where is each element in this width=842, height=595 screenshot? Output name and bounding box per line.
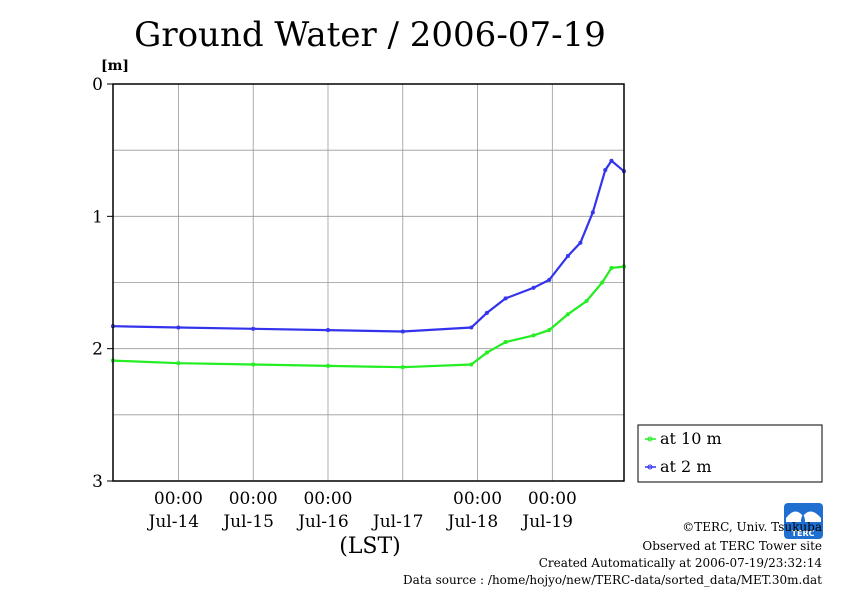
x-tick-label-day: Jul-16 <box>296 512 349 532</box>
y-tick-label: 2 <box>92 340 103 360</box>
data-point <box>484 310 489 315</box>
data-point <box>578 240 583 245</box>
y-axis: 0 1 2 3 <box>92 75 113 492</box>
logo-drop <box>801 514 805 526</box>
series-group <box>110 158 627 370</box>
data-point <box>503 296 508 301</box>
x-tick-label-time: 00:00 <box>229 489 278 509</box>
credit-source: Data source : /home/hojyo/new/TERC-data/… <box>403 573 822 587</box>
credit-created: Created Automatically at 2006-07-19/23:3… <box>539 556 823 570</box>
legend-label-2m: at 2 m <box>660 457 712 476</box>
credit-observed: Observed at TERC Tower site <box>642 539 822 553</box>
y-tick-label: 3 <box>92 472 103 492</box>
credit-copyright: ©TERC, Univ. Tsukuba <box>682 520 822 534</box>
terc-logo: TERC <box>784 503 823 539</box>
data-point <box>484 350 489 355</box>
data-point <box>600 280 605 285</box>
data-point <box>603 167 608 173</box>
x-tick-label-time: 00:00 <box>528 489 577 509</box>
logo-text: TERC <box>792 529 815 538</box>
data-point <box>584 298 589 304</box>
series-line <box>112 159 625 333</box>
data-point <box>609 158 614 163</box>
grid <box>113 83 624 482</box>
chart-title: Ground Water / 2006-07-19 <box>134 15 606 55</box>
x-tick-label-time: 00:00 <box>303 489 352 509</box>
data-point <box>400 329 405 334</box>
x-tick-label-day: Jul-14 <box>147 512 200 532</box>
data-point <box>251 362 256 367</box>
x-axis: 00:00 00:00 00:00 00:00 00:00 Jul-14 Jul-15 Jul… <box>147 489 577 532</box>
data-point <box>176 325 181 330</box>
legend-label-10m: at 10 m <box>660 429 722 448</box>
data-point <box>469 325 474 330</box>
y-axis-unit: [m] <box>101 58 129 74</box>
data-point <box>531 333 536 338</box>
series-line <box>112 265 625 369</box>
data-point <box>590 210 595 215</box>
data-point <box>400 365 405 370</box>
data-point <box>547 277 552 282</box>
series-at-2m <box>110 158 627 334</box>
legend-box <box>637 424 823 483</box>
y-tick-label: 0 <box>92 75 103 95</box>
data-point <box>176 361 181 366</box>
x-tick-label-day: Jul-15 <box>221 512 274 532</box>
x-tick-label-time: 00:00 <box>154 489 203 509</box>
legend: at 10 m at 2 m <box>637 424 823 483</box>
legend-marker-10m <box>647 436 653 442</box>
data-point <box>531 285 536 290</box>
legend-marker-2m <box>647 464 653 470</box>
data-point <box>251 326 256 331</box>
data-point <box>609 265 614 270</box>
y-tick-label: 1 <box>92 207 103 227</box>
plot-frame <box>112 83 625 482</box>
x-tick-label-time: 00:00 <box>453 489 502 509</box>
x-tick-label-day: Jul-19 <box>520 512 573 532</box>
data-point <box>547 328 552 333</box>
data-point <box>325 363 331 368</box>
x-axis-label: (LST) <box>339 534 401 559</box>
data-point <box>565 253 570 259</box>
data-point <box>469 362 474 367</box>
x-tick-label-day: Jul-18 <box>446 512 499 532</box>
x-tick-label-day: Jul-17 <box>371 512 424 532</box>
data-point <box>325 328 331 333</box>
data-point <box>503 340 508 345</box>
data-point <box>565 312 570 317</box>
